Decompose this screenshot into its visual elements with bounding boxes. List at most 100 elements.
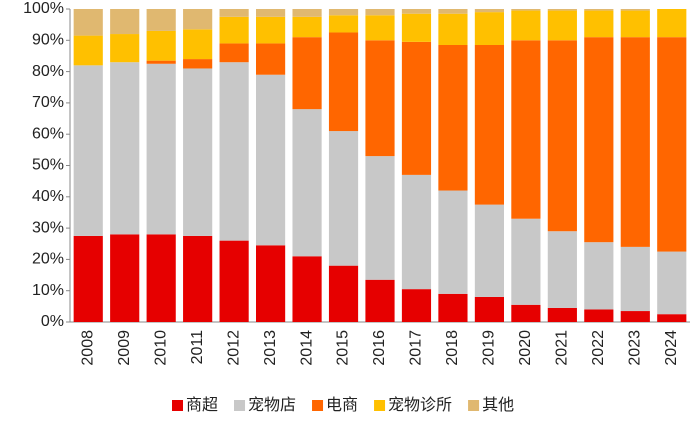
x-tick-label: 2021 xyxy=(554,330,571,366)
bar-segment xyxy=(256,74,286,246)
bar-segment xyxy=(110,9,140,35)
bar-segment xyxy=(365,9,395,16)
x-tick-label: 2022 xyxy=(590,330,607,366)
bar-segment xyxy=(365,40,395,157)
bar-segment xyxy=(292,9,322,17)
y-tick-label: 0% xyxy=(41,313,64,330)
legend-label: 商超 xyxy=(186,396,218,414)
y-tick-label: 40% xyxy=(32,188,64,205)
bar-segment xyxy=(401,13,432,42)
bar-segment xyxy=(401,289,432,322)
x-tick-label: 2010 xyxy=(152,330,169,366)
y-tick-label: 90% xyxy=(32,32,64,49)
bar-segment xyxy=(584,9,614,11)
x-tick-label: 2020 xyxy=(517,330,534,366)
bar-segment xyxy=(438,9,468,14)
bar-segment xyxy=(183,9,213,30)
bar-segment xyxy=(146,9,176,31)
bar-segment xyxy=(620,311,650,322)
bar-segment xyxy=(328,32,359,132)
bar-segment xyxy=(584,242,614,310)
y-tick-label: 100% xyxy=(23,0,64,17)
bar-segment xyxy=(511,218,541,305)
legend-label: 宠物店 xyxy=(248,396,296,414)
x-tick-label: 2016 xyxy=(371,330,388,366)
bar-segment xyxy=(146,60,176,64)
bar-segment xyxy=(256,43,286,75)
bar-segment xyxy=(146,63,176,235)
legend-swatch xyxy=(172,400,183,411)
bar-segment xyxy=(328,265,359,322)
bar-segment xyxy=(292,256,322,322)
bar-segment xyxy=(219,43,249,63)
bar-segment xyxy=(183,59,213,69)
bar-segment xyxy=(256,9,286,17)
bar-segment xyxy=(328,131,359,266)
bar-segment xyxy=(401,41,432,175)
legend-label: 其他 xyxy=(482,396,514,414)
legend-swatch xyxy=(374,400,386,411)
bar-segment xyxy=(438,13,468,45)
y-tick-label: 70% xyxy=(32,94,64,111)
y-tick-label: 30% xyxy=(32,219,64,236)
bar-segment xyxy=(219,240,249,322)
bar-segment xyxy=(474,12,504,45)
x-tick-label: 2018 xyxy=(444,330,461,366)
bar-segment xyxy=(474,9,504,13)
bar-segment xyxy=(73,9,103,36)
x-tick-label: 2024 xyxy=(663,330,680,366)
bar-segment xyxy=(110,234,140,322)
bar-segment xyxy=(219,62,249,241)
bar-segment xyxy=(183,68,213,236)
bar-segment xyxy=(183,235,213,322)
bar-segment xyxy=(511,304,541,322)
x-tick-label: 2012 xyxy=(225,330,242,366)
bar-segment xyxy=(292,16,322,38)
bar-segment xyxy=(365,156,395,280)
bar-segment xyxy=(657,314,687,322)
bar-segment xyxy=(365,279,395,322)
bar-segment xyxy=(657,251,687,315)
bar-segment xyxy=(547,40,577,232)
bar-segment xyxy=(146,234,176,322)
bar-segment xyxy=(219,9,249,17)
bar-segment xyxy=(620,37,650,247)
bar-segment xyxy=(547,9,577,11)
x-tick-label: 2015 xyxy=(335,330,352,366)
bar-segment xyxy=(73,35,103,66)
bar-segment xyxy=(584,309,614,322)
bar-segment xyxy=(511,10,541,41)
bar-segment xyxy=(657,9,687,38)
bar-segment xyxy=(547,231,577,308)
x-tick-label: 2014 xyxy=(298,330,315,366)
bar-segment xyxy=(365,15,395,41)
bar-segment xyxy=(183,29,213,60)
x-tick-label: 2008 xyxy=(79,330,96,366)
legend-swatch xyxy=(234,400,246,411)
bar-segment xyxy=(584,37,614,243)
bar-segment xyxy=(620,9,650,11)
bar-segment xyxy=(474,204,504,297)
bar-segment xyxy=(328,15,359,33)
bar-segment xyxy=(657,37,687,252)
bar-segment xyxy=(110,34,140,63)
bar-segment xyxy=(438,44,468,191)
bar-segment xyxy=(328,9,359,16)
x-tick-label: 2023 xyxy=(627,330,644,366)
x-tick-label: 2019 xyxy=(481,330,498,366)
legend-swatch xyxy=(468,400,480,411)
bar-segment xyxy=(73,235,103,322)
x-tick-label: 2013 xyxy=(262,330,279,366)
bar-segment xyxy=(474,44,504,205)
bar-segment xyxy=(620,10,650,38)
legend-label: 宠物诊所 xyxy=(388,396,452,414)
bar-segment xyxy=(292,37,322,110)
legend-swatch xyxy=(312,400,324,411)
bar-segment xyxy=(73,65,103,236)
bar-segment xyxy=(110,62,140,235)
bar-segment xyxy=(256,16,286,44)
bar-segment xyxy=(146,30,176,61)
bar-segment xyxy=(256,245,286,322)
bar-segment xyxy=(620,246,650,312)
